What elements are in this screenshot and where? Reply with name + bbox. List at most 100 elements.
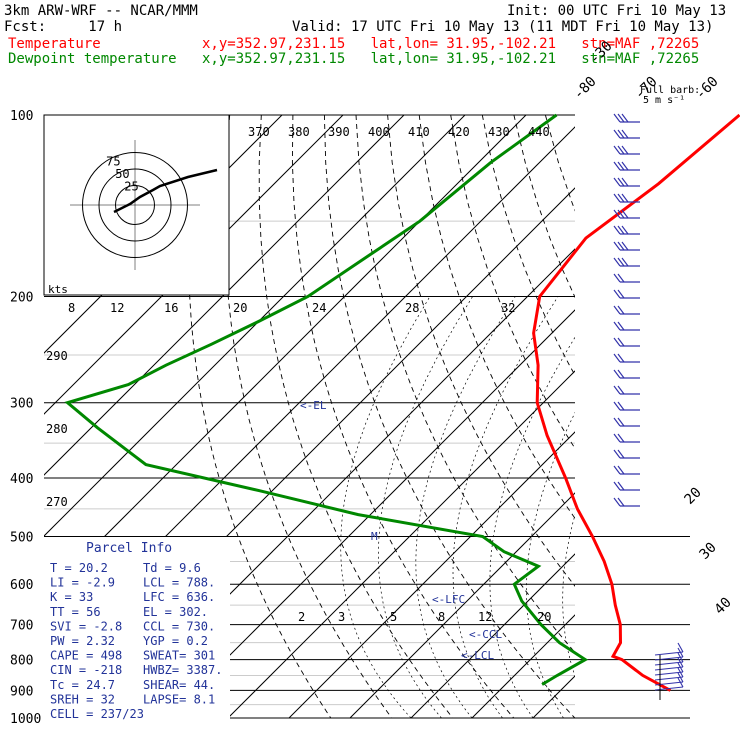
dewpoint-line — [64, 113, 589, 686]
parcel-info-right: LAPSE= 8.1 — [143, 692, 215, 706]
theta-left-tick-label: 270 — [46, 495, 68, 509]
wind-barb — [613, 449, 640, 459]
mixing-ratio-label: 12 — [478, 610, 492, 624]
ccl-marker: <-CCL — [469, 628, 502, 641]
hodo-ring-label: 75 — [106, 155, 120, 169]
parcel-info-right: EL = 302. — [143, 605, 208, 619]
isotherm-line — [288, 431, 575, 718]
wind-barb — [613, 289, 640, 299]
parcel-info-left: CAPE = 498 — [50, 649, 122, 663]
dry-adiabat-line — [355, 115, 575, 654]
dry-adiabat-line — [577, 115, 740, 718]
wind-barb — [613, 385, 640, 395]
dry-adiabat-line — [735, 115, 740, 718]
wind-barb — [613, 273, 640, 283]
wind-barb — [613, 129, 640, 139]
barb-legend-line1: Full barb: — [640, 85, 700, 96]
pressure-tick-label: 300 — [10, 397, 33, 412]
moist-adiabat-line — [634, 297, 740, 719]
barb-legend-line2: 5 m s⁻¹ — [643, 95, 685, 106]
pressure-tick-label: 800 — [10, 654, 33, 669]
temperature-legend-label: Temperature — [8, 36, 101, 52]
parcel-info-left: CIN = -218 — [50, 663, 122, 677]
mixing-ratio-label: 5 — [390, 610, 397, 624]
temperature-location: x,y=352.97,231.15 lat,lon= 31.95,-102.21… — [202, 36, 700, 52]
temperature-line — [532, 113, 740, 692]
isotherm-tick-label: 40 — [712, 595, 735, 618]
isotherm-line — [166, 309, 575, 718]
hodo-speed-label: 12 — [110, 301, 124, 315]
pressure-tick-label: 400 — [10, 472, 33, 487]
parcel-info-right: LCL = 788. — [143, 576, 215, 590]
dry-adiabat-line — [258, 115, 454, 718]
parcel-info-right: SWEAT= 301 — [143, 649, 215, 663]
dry-adiabat-line — [291, 115, 515, 718]
parcel-info-title: Parcel Info — [86, 541, 172, 556]
theta-tick-label: 390 — [328, 125, 350, 139]
parcel-info-left: LI = -2.9 — [50, 576, 115, 590]
wind-barb — [613, 145, 640, 155]
isotherm-line — [716, 115, 740, 718]
wind-barb — [613, 177, 640, 187]
wind-barb — [613, 497, 640, 507]
el-marker: <-EL — [300, 399, 327, 412]
isotherm-line — [44, 115, 466, 537]
theta-tick-label: 420 — [448, 125, 470, 139]
moist-adiabat-line — [378, 296, 473, 718]
theta-tick-label: 410 — [408, 125, 430, 139]
isotherm-line — [44, 115, 405, 476]
parcel-info-right: Td = 9.6 — [143, 561, 201, 575]
hodo-kts-label: kts — [48, 283, 68, 296]
dry-adiabat-line — [544, 115, 575, 212]
wind-barb — [613, 465, 640, 475]
wind-barb — [613, 321, 640, 331]
valid-time: Valid: 17 UTC Fri 10 May 13 (11 MDT Fri … — [292, 19, 714, 35]
parcel-info-left: Tc = 24.7 — [50, 678, 115, 692]
wind-barb — [613, 257, 640, 267]
parcel-info-left: K = 33 — [50, 590, 93, 604]
wind-barb — [613, 113, 640, 123]
hodo-speed-label: 8 — [68, 301, 75, 315]
pressure-tick-label: 500 — [10, 530, 33, 545]
hodo-speed-label: 32 — [501, 301, 515, 315]
dry-adiabat-line — [387, 115, 575, 587]
hodo-speed-label: 16 — [164, 301, 178, 315]
parcel-info-right: CCL = 730. — [143, 619, 215, 633]
parcel-info-right: SHEAR= 44. — [143, 678, 215, 692]
theta-tick-label: 370 — [248, 125, 270, 139]
dry-adiabat-line — [640, 115, 740, 718]
parcel-info-right: LFC = 636. — [143, 590, 215, 604]
wind-barb — [613, 241, 640, 251]
wind-barb — [613, 337, 640, 347]
dry-adiabat-line — [703, 115, 740, 718]
dry-adiabat-line — [513, 115, 575, 299]
model-title: 3km ARW-WRF -- NCAR/MMM — [4, 3, 198, 19]
dewpoint-location: x,y=352.97,231.15 lat,lon= 31.95,-102.21… — [202, 51, 700, 67]
parcel-info-left: SREH = 32 — [50, 692, 115, 706]
pressure-tick-label: 600 — [10, 578, 33, 593]
moist-adiabat-line — [415, 296, 516, 718]
hodo-trace — [113, 168, 218, 214]
wind-barb-low — [654, 642, 684, 656]
wind-barb — [613, 481, 640, 491]
mixing-ratio-label: 2 — [298, 610, 305, 624]
isotherm-tick-label: 20 — [682, 485, 705, 508]
theta-tick-label: 440 — [528, 125, 550, 139]
theta-left-tick-label: 290 — [46, 349, 68, 363]
wind-barb — [613, 193, 640, 203]
pressure-tick-label: 1000 — [10, 712, 41, 727]
mixing-ratio-label: 20 — [537, 610, 551, 624]
moist-adiabat-line — [489, 336, 575, 718]
hodo-speed-label: 24 — [312, 301, 326, 315]
parcel-info-left: SVI = -2.8 — [50, 619, 122, 633]
mixing-ratio-label: 3 — [338, 610, 345, 624]
hodo-ring-label: 50 — [115, 167, 129, 181]
theta-tick-label: 430 — [488, 125, 510, 139]
isotherm-tick-label: -80 — [571, 74, 600, 103]
isotherm-line — [594, 115, 740, 718]
dry-adiabat-line — [224, 115, 393, 718]
wind-barbs — [613, 113, 684, 700]
wind-barb — [613, 305, 640, 315]
